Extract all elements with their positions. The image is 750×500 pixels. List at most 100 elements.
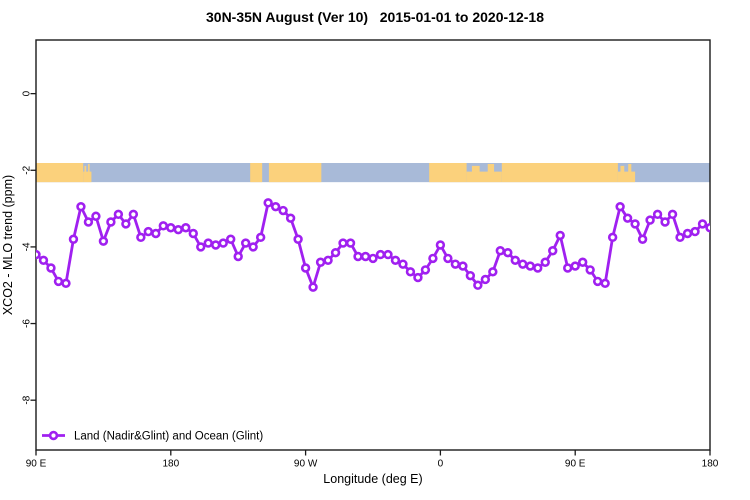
data-point-marker	[600, 278, 610, 289]
data-point-marker	[435, 240, 446, 250]
data-point-marker	[203, 238, 213, 248]
data-point-marker	[682, 228, 693, 239]
land-segment	[250, 163, 263, 183]
data-point-marker	[518, 259, 528, 269]
land-segment	[268, 163, 322, 183]
land-segment	[429, 163, 467, 183]
y-tick-label: -4	[22, 242, 33, 251]
legend-label: Land (Nadir&Glint) and Ocean (Glint)	[74, 431, 263, 443]
data-point-marker	[450, 259, 461, 269]
data-point-marker	[113, 209, 124, 220]
data-point-marker	[353, 251, 363, 262]
data-point-marker	[592, 276, 603, 287]
data-point-marker	[577, 257, 588, 267]
data-point-marker	[196, 242, 206, 252]
data-point-marker	[91, 211, 101, 221]
data-point-marker	[428, 253, 438, 264]
data-point-marker	[323, 255, 333, 266]
chart-title: 30N-35N August (Ver 10) 2015-01-01 to 20…	[206, 9, 544, 25]
data-point-marker	[173, 224, 183, 235]
data-point-marker	[503, 247, 513, 258]
coast-segment	[466, 171, 502, 183]
x-tick-label: 0	[438, 459, 444, 470]
data-point-marker	[443, 253, 453, 264]
data-point-marker	[660, 217, 670, 227]
land-segment	[36, 163, 84, 183]
island-segment	[487, 163, 495, 173]
data-point-marker	[345, 238, 356, 248]
x-tick-label: 180	[162, 459, 179, 470]
data-point-marker	[233, 251, 243, 262]
data-point-marker	[188, 228, 198, 239]
data-point-marker	[570, 261, 580, 271]
data-point-marker	[300, 263, 311, 273]
data-point-marker	[308, 282, 318, 292]
data-point-marker	[255, 232, 266, 243]
island-segment	[88, 163, 90, 173]
data-point-marker	[548, 246, 558, 256]
y-tick-label: -6	[22, 319, 33, 328]
data-point-marker	[510, 255, 520, 266]
data-point-marker	[263, 198, 273, 208]
map-band	[36, 163, 710, 183]
data-point-marker	[121, 219, 131, 229]
data-point-marker	[106, 217, 116, 227]
data-point-marker	[563, 263, 573, 273]
data-point-marker	[53, 276, 64, 287]
y-tick-label: -2	[22, 165, 33, 174]
x-axis-label: Longitude (deg E)	[323, 472, 422, 486]
data-point-marker	[83, 217, 94, 227]
land-segment	[501, 163, 618, 183]
data-point-marker	[398, 259, 408, 269]
data-point-marker	[458, 261, 468, 271]
data-point-marker	[338, 238, 348, 248]
data-point-marker	[473, 280, 483, 290]
data-point-marker	[61, 278, 71, 289]
legend-symbol-marker	[48, 430, 59, 441]
data-point-marker	[46, 263, 56, 273]
data-point-marker	[76, 201, 86, 212]
data-point-marker	[151, 228, 161, 239]
data-point-marker	[278, 205, 288, 216]
data-point-marker	[218, 238, 228, 248]
data-point-marker	[285, 213, 296, 223]
data-point-marker	[420, 265, 431, 275]
data-point-marker	[248, 242, 258, 252]
plot-border	[35, 39, 711, 451]
data-point-marker	[652, 209, 663, 220]
legend: Land (Nadir&Glint) and Ocean (Glint)	[42, 431, 263, 443]
data-point-marker	[226, 234, 236, 244]
data-point-marker	[525, 261, 535, 271]
data-point-marker	[555, 230, 565, 241]
data-point-marker	[128, 209, 139, 220]
data-point-marker	[622, 213, 633, 223]
island-segment	[84, 165, 87, 173]
data-point-marker	[181, 223, 191, 233]
island-segment	[471, 165, 480, 173]
data-point-marker	[615, 201, 625, 212]
y-tick-label: 0	[22, 90, 33, 96]
data-point-marker	[540, 257, 550, 267]
data-point-marker	[240, 238, 251, 248]
data-point-marker	[495, 246, 506, 256]
data-point-marker	[270, 201, 281, 212]
island-segment	[628, 163, 632, 173]
data-point-marker	[645, 215, 655, 225]
data-point-marker	[533, 263, 543, 273]
data-point-marker	[413, 272, 423, 283]
data-point-marker	[143, 226, 154, 237]
data-point-marker	[697, 219, 708, 229]
data-point-marker	[36, 249, 41, 260]
data-point-marker	[368, 253, 378, 264]
axis-ticks: 90 E 180 90 W 0 90 E 180 0 -2 -4 -6 -8	[22, 90, 719, 469]
data-point-marker	[637, 234, 648, 244]
data-point-marker	[480, 274, 491, 285]
x-tick-label: 180	[702, 459, 719, 470]
data-point-marker	[293, 234, 303, 244]
y-axis-label: XCO2 - MLO trend (ppm)	[1, 175, 15, 315]
coast-segment	[83, 171, 92, 183]
data-point-marker	[705, 223, 710, 233]
data-point-marker	[390, 255, 401, 266]
